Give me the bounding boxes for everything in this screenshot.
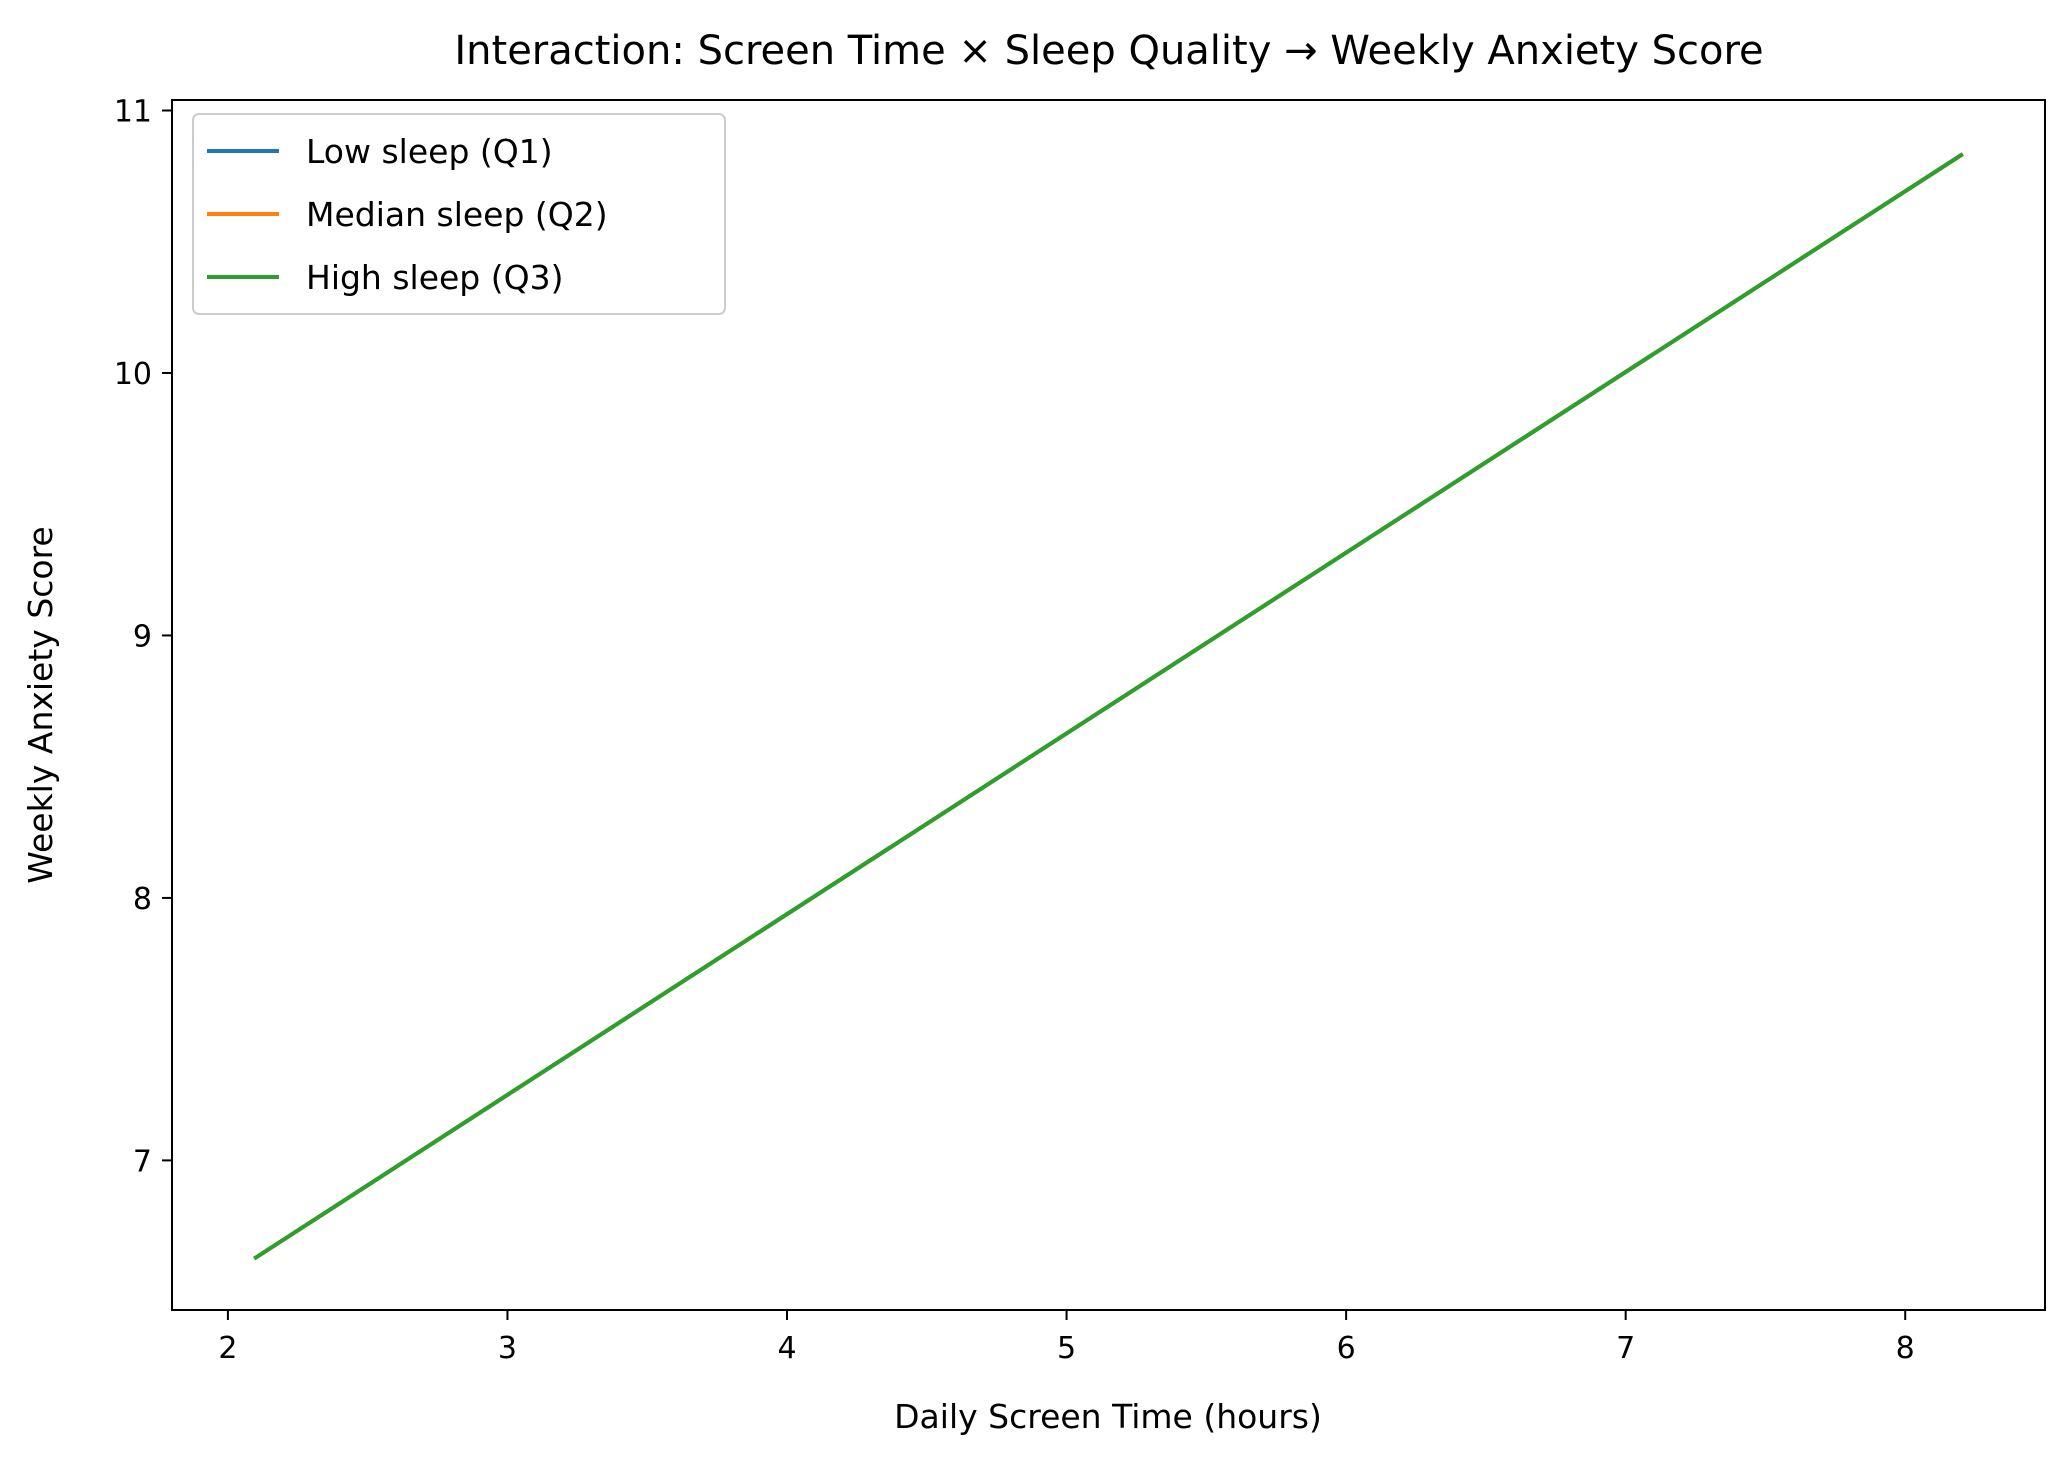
legend: Low sleep (Q1) Median sleep (Q2) High slee…: [192, 113, 726, 315]
x-tick-label: 8: [1896, 1331, 1915, 1366]
legend-entry-label: Low sleep (Q1): [306, 132, 553, 171]
chart-title: Interaction: Screen Time × Sleep Quality…: [454, 28, 1763, 74]
plot-area: [253, 152, 1964, 1261]
x-tick-label: 7: [1616, 1331, 1635, 1366]
x-tick-label: 3: [498, 1331, 517, 1366]
axes-frame: [171, 99, 2046, 1311]
x-axis: 2 3 4 5 6 7 8: [218, 1310, 1915, 1366]
series-line-3: [253, 152, 1964, 1261]
legend-entry-label: High sleep (Q3): [306, 258, 563, 297]
x-tick-label: 5: [1057, 1331, 1076, 1366]
y-tick-label: 8: [133, 882, 152, 917]
x-axis-label: Daily Screen Time (hours): [894, 1397, 1322, 1436]
y-axis-label: Weekly Anxiety Score: [21, 526, 60, 883]
x-tick-label: 4: [777, 1331, 796, 1366]
y-tick-label: 10: [114, 357, 152, 392]
y-tick-label: 7: [133, 1144, 152, 1179]
y-tick-label: 9: [133, 619, 152, 654]
x-tick-label: 2: [218, 1331, 237, 1366]
y-axis: 7 8 9 10 11: [114, 94, 172, 1179]
legend-entry-label: Median sleep (Q2): [306, 195, 608, 234]
legend-box: [192, 113, 726, 315]
x-tick-label: 6: [1337, 1331, 1356, 1366]
y-tick-label: 11: [114, 94, 152, 129]
